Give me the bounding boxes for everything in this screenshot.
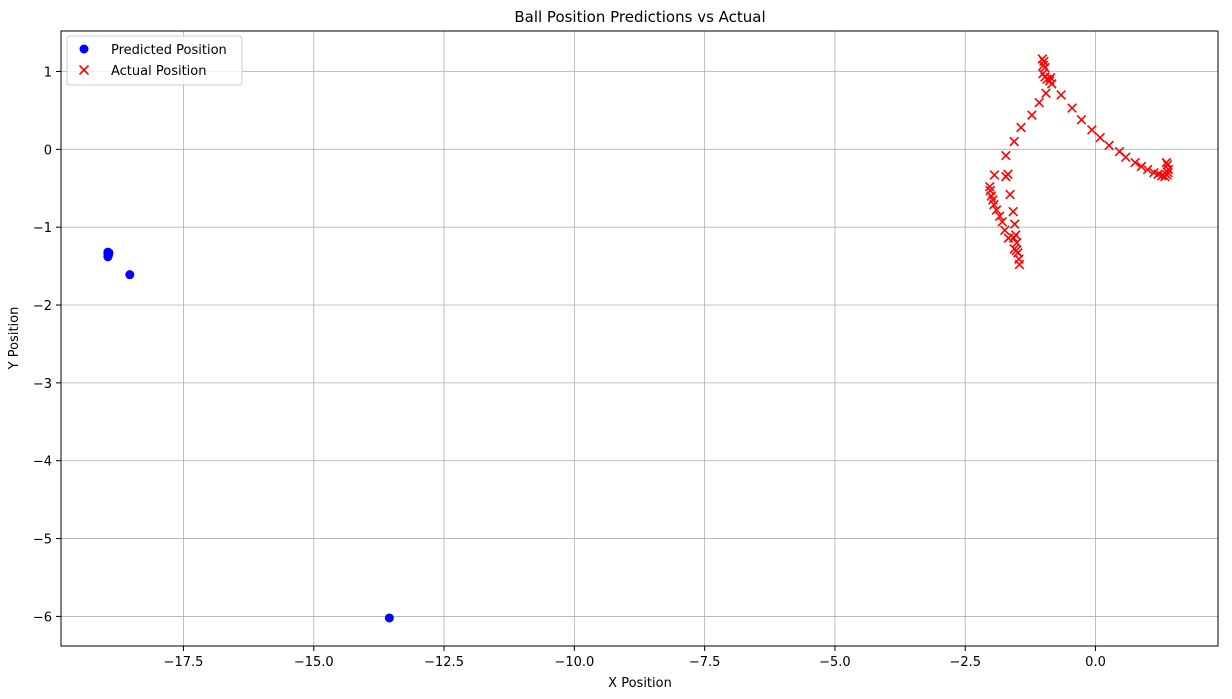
actual-point [1014, 259, 1025, 270]
actual-point [1011, 237, 1022, 248]
grid [61, 31, 1218, 646]
x-axis-label: X Position [608, 676, 672, 691]
y-axis-ticks: 1 0 −1 −2 −3 −4 −5 −6 [33, 65, 61, 625]
actual-point [1040, 62, 1050, 73]
y-tick-label: −2 [33, 299, 52, 314]
actual-point [999, 225, 1010, 236]
y-tick-label: −1 [33, 221, 52, 236]
x-tick-label: −12.5 [424, 655, 464, 670]
actual-point [1008, 206, 1019, 217]
x-tick-label: −10.0 [554, 655, 594, 670]
legend-marker-predicted [79, 44, 89, 54]
actual-point [1011, 245, 1022, 256]
actual-point [1009, 136, 1020, 147]
actual-point [1005, 189, 1015, 200]
actual-point [1136, 161, 1147, 172]
legend-label-predicted: Predicted Position [111, 43, 227, 58]
actual-point [1161, 157, 1172, 168]
actual-point [1001, 171, 1011, 182]
actual-point [1041, 88, 1051, 99]
actual-point [1045, 72, 1056, 83]
actual-point [1016, 122, 1026, 133]
y-tick-label: −6 [33, 610, 52, 625]
actual-point [1001, 150, 1011, 161]
actual-point [1056, 89, 1066, 100]
y-tick-label: −4 [33, 455, 52, 470]
x-tick-label: −17.5 [164, 655, 204, 670]
x-tick-label: −5.0 [819, 655, 851, 670]
actual-point [1162, 170, 1172, 180]
actual-point [1076, 114, 1087, 125]
actual-point [1163, 167, 1173, 178]
x-axis-ticks: −17.5 −15.0 −12.5 −10.0 −7.5 −5.0 −2.5 0.0 [164, 646, 1106, 670]
data-points [103, 54, 1174, 623]
actual-point [997, 216, 1008, 227]
actual-point [1034, 97, 1045, 108]
x-tick-label: 0.0 [1085, 655, 1106, 670]
predicted-point [125, 270, 135, 280]
x-tick-label: −2.5 [949, 655, 981, 670]
actual-point [1130, 157, 1140, 168]
predicted-point [384, 613, 394, 623]
actual-point [1003, 233, 1014, 243]
y-tick-label: −5 [33, 533, 52, 548]
predicted-point [104, 248, 114, 258]
x-tick-label: −7.5 [689, 655, 721, 670]
actual-point [1067, 103, 1077, 113]
actual-point [984, 181, 995, 192]
actual-point [1162, 160, 1173, 170]
actual-point [1142, 164, 1153, 175]
actual-point [991, 205, 1002, 215]
actual-point [1027, 110, 1037, 120]
legend: Predicted Position Actual Position [66, 35, 243, 86]
legend-label-actual: Actual Position [111, 64, 206, 79]
legend-box [66, 35, 243, 86]
actual-point [994, 211, 1005, 222]
chart-title: Ball Position Predictions vs Actual [514, 8, 765, 26]
y-axis-label: Y Position [7, 307, 22, 371]
actual-point [1009, 219, 1020, 229]
x-tick-label: −15.0 [294, 655, 334, 670]
plot-frame [60, 30, 1219, 647]
actual-point [1104, 140, 1114, 151]
actual-point [989, 170, 1000, 180]
actual-point [1120, 152, 1131, 162]
y-tick-label: 0 [44, 143, 52, 158]
actual-point [1095, 132, 1106, 143]
y-tick-label: −3 [33, 377, 52, 392]
actual-point [1087, 125, 1097, 135]
actual-point [985, 185, 996, 196]
y-tick-label: 1 [44, 65, 52, 80]
legend-marker-actual [78, 64, 90, 76]
